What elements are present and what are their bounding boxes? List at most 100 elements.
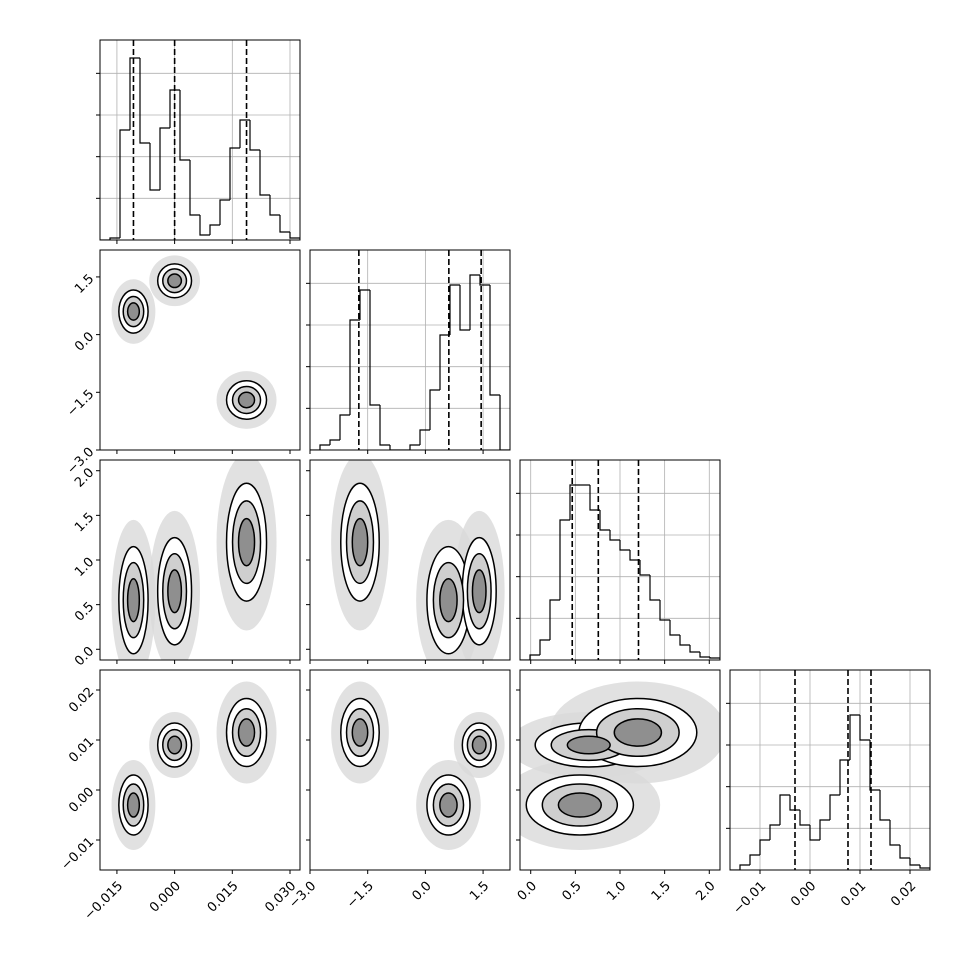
panel	[520, 460, 720, 660]
y-tick-label: 1.5	[72, 272, 97, 297]
hist-bin	[339, 414, 350, 440]
hist-bin	[629, 550, 640, 561]
x-tick-label: 0.0	[515, 879, 540, 904]
hist-bin	[759, 839, 770, 855]
x-tick-label: −1.5	[344, 879, 377, 912]
hist-bin	[679, 635, 690, 646]
hist-bin	[319, 444, 330, 450]
panel	[331, 681, 505, 850]
hist-bin	[219, 199, 230, 225]
hist-bin	[919, 865, 930, 870]
hist-bin	[369, 290, 380, 406]
contour	[126, 302, 141, 321]
hist-bin	[119, 129, 130, 238]
contour	[351, 517, 369, 567]
hist-bin	[669, 620, 680, 636]
panel-frame	[309, 669, 511, 871]
y-tick-label: −1.5	[64, 387, 97, 420]
y-tick-label: 1.0	[72, 555, 97, 580]
panel-frame	[99, 39, 301, 241]
hist-bin	[639, 560, 650, 576]
hist-bin	[229, 147, 240, 200]
x-tick-label: 1.5	[467, 879, 492, 904]
hist-bin	[569, 484, 580, 520]
hist-bin	[239, 119, 250, 148]
panel	[730, 670, 930, 870]
hist-bin	[599, 510, 610, 531]
hist-bin	[199, 215, 210, 236]
hist-bin	[409, 444, 420, 450]
hist-bin	[359, 289, 370, 320]
panel	[111, 681, 277, 850]
hist-bin	[549, 599, 560, 640]
x-tick-label: 0.01	[838, 879, 869, 910]
hist-bin	[469, 274, 480, 330]
hist-bin	[649, 575, 660, 601]
hist-bin	[789, 795, 800, 811]
hist-bin	[819, 819, 830, 840]
contour	[126, 578, 141, 623]
panel-frame	[519, 669, 721, 871]
contour	[471, 735, 487, 755]
hist-bin	[349, 319, 360, 415]
x-tick-label: 1.5	[649, 879, 674, 904]
hist-bin	[139, 58, 150, 144]
hist-bin	[559, 519, 570, 600]
hist-bin	[779, 794, 790, 825]
contour	[126, 792, 141, 818]
contour	[237, 718, 256, 747]
hist-bin	[829, 794, 840, 820]
hist-bin	[449, 284, 460, 335]
panel-frame	[309, 459, 511, 661]
hist-bin	[889, 820, 900, 846]
hist-bin	[879, 790, 890, 821]
panel-frame	[99, 459, 301, 661]
hist-bin	[379, 405, 390, 446]
hist-bin	[799, 810, 810, 826]
panel-frame	[99, 669, 301, 871]
y-tick-label: 0.00	[66, 785, 97, 816]
contour	[613, 718, 663, 747]
panel	[111, 460, 277, 660]
hist-bin	[419, 429, 430, 445]
contour	[167, 735, 183, 755]
hist-bin	[439, 334, 450, 390]
hist-bin	[479, 275, 490, 286]
hist-bin	[809, 825, 820, 841]
panel	[331, 460, 505, 660]
hist-bin	[769, 824, 780, 840]
x-tick-label: 0.0	[409, 879, 434, 904]
x-tick-label: −0.01	[731, 879, 770, 918]
hist-bin	[849, 714, 860, 760]
y-tick-label: 1.5	[72, 510, 97, 535]
y-tick-label: 0.01	[66, 735, 97, 766]
hist-bin	[209, 224, 220, 235]
x-tick-label: 2.0	[693, 879, 718, 904]
x-tick-label: −0.015	[82, 879, 127, 924]
contour	[566, 735, 611, 755]
x-tick-label: 0.000	[147, 879, 184, 916]
hist-bin	[499, 395, 510, 450]
y-tick-label: 0.5	[72, 599, 97, 624]
hist-bin	[109, 237, 120, 240]
panel	[111, 255, 277, 429]
contour	[557, 792, 602, 818]
contour	[167, 569, 183, 614]
hist-bin	[259, 150, 270, 196]
y-tick-label: 0.0	[72, 329, 97, 354]
panel	[310, 250, 510, 450]
hist-bin	[619, 540, 630, 551]
hist-bin	[869, 740, 880, 791]
hist-bin	[659, 600, 670, 621]
x-tick-label: 1.0	[604, 879, 629, 904]
hist-bin	[129, 57, 140, 130]
hist-bin	[279, 215, 290, 233]
hist-bin	[429, 389, 440, 430]
panel	[100, 40, 300, 240]
x-tick-label: 0.015	[205, 879, 242, 916]
hist-bin	[179, 90, 190, 161]
y-tick-label: 0.02	[66, 685, 97, 716]
contour	[167, 273, 183, 289]
hist-bin	[189, 160, 200, 216]
